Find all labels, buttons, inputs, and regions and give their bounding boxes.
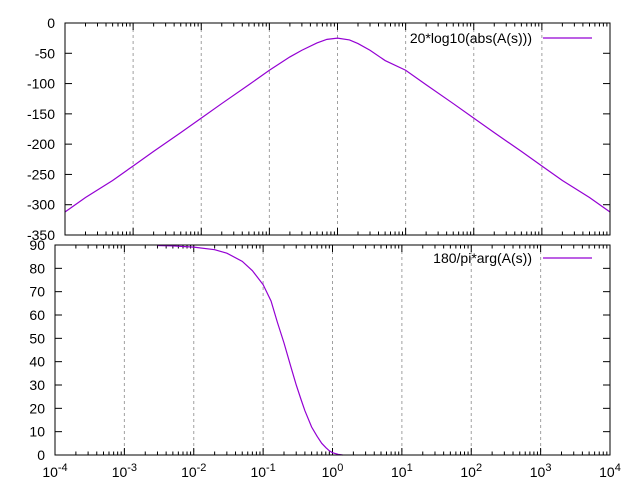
phase-y-tick-label: 50 <box>29 330 45 346</box>
magnitude-frame <box>64 22 611 236</box>
magnitude-y-tick-label: -200 <box>27 136 55 152</box>
magnitude-y-tick-label: -150 <box>27 106 55 122</box>
magnitude-curve <box>64 37 611 213</box>
magnitude-y-tick-label: -100 <box>27 76 55 92</box>
x-tick-label: 101 <box>391 462 413 480</box>
x-tick-labels: 10-4 10-3 10-2 10-1 100 101 102 103 104 <box>42 462 621 480</box>
magnitude-legend-label: 20*log10(abs(A(s))) <box>410 30 532 46</box>
phase-y-tick-label: 60 <box>29 307 45 323</box>
phase-y-tick-label: 30 <box>29 377 45 393</box>
magnitude-y-tick-label: -50 <box>35 45 55 61</box>
magnitude-y-tick-labels: 0 -50 -100 -150 -200 -250 -300 -350 <box>27 15 55 243</box>
x-tick-label: 10-1 <box>250 462 275 480</box>
phase-y-tick-label: 90 <box>29 237 45 253</box>
phase-y-tick-label: 0 <box>37 447 45 463</box>
phase-y-tick-labels: 0 10 20 30 40 50 60 70 80 90 <box>29 237 45 463</box>
phase-curve <box>157 244 343 456</box>
phase-y-tick-label: 10 <box>29 424 45 440</box>
magnitude-legend: 20*log10(abs(A(s))) <box>410 30 592 46</box>
magnitude-y-tick-label: -300 <box>27 197 55 213</box>
magnitude-y-tick-label: -250 <box>27 166 55 182</box>
x-tick-label: 100 <box>322 462 344 480</box>
phase-y-tick-label: 80 <box>29 260 45 276</box>
phase-legend: 180/pi*arg(A(s)) <box>433 250 592 266</box>
x-tick-label: 103 <box>530 462 552 480</box>
phase-y-tick-label: 40 <box>29 354 45 370</box>
x-tick-label: 10-3 <box>112 462 137 480</box>
x-tick-label: 10-4 <box>42 462 67 480</box>
phase-grid <box>123 245 542 455</box>
magnitude-panel: 0 -50 -100 -150 -200 -250 -300 -350 20*log10(ab… <box>27 15 611 243</box>
magnitude-y-tick-label: -350 <box>27 227 55 243</box>
phase-frame <box>54 244 611 456</box>
magnitude-series <box>64 37 611 213</box>
x-tick-label: 104 <box>599 462 621 480</box>
phase-legend-label: 180/pi*arg(A(s)) <box>433 250 532 266</box>
phase-series <box>157 244 343 456</box>
phase-y-tick-label: 70 <box>29 284 45 300</box>
phase-ticks <box>54 244 611 456</box>
x-tick-label: 102 <box>460 462 482 480</box>
magnitude-y-tick-label: 0 <box>47 15 55 31</box>
x-tick-label: 10-2 <box>181 462 206 480</box>
phase-y-tick-label: 20 <box>29 400 45 416</box>
magnitude-grid <box>132 23 543 235</box>
